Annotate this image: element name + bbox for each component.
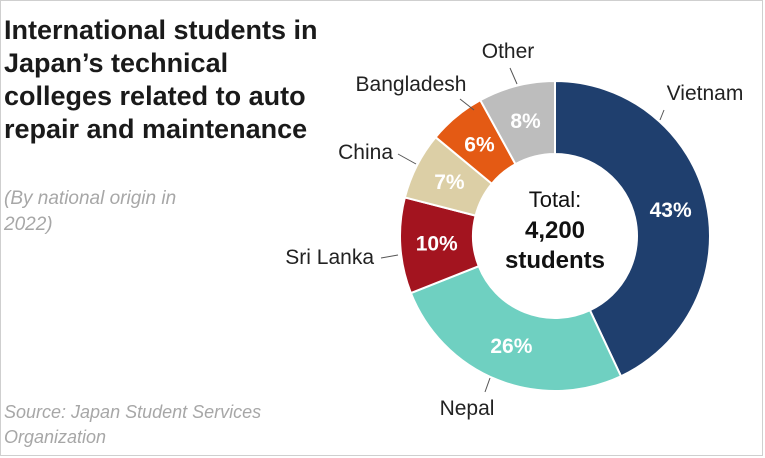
center-label-line-1: Total: [529,187,582,212]
slice-value-nepal: 26% [490,335,532,358]
slice-label-other: Other [482,40,535,63]
leader-line-nepal [484,377,491,393]
leader-line-bangladesh [459,98,475,111]
slice-label-china: China [338,141,393,164]
slice-value-vietnam: 43% [650,199,692,222]
slice-value-other: 8% [510,110,541,133]
chart-title: International students in Japan’s techni… [4,15,318,144]
center-label-line-3: students [505,247,605,274]
slice-other [478,79,556,166]
center-label-line-2: 4,200 [525,217,585,244]
chart-subtitle: (By national origin in 2022) [4,188,177,235]
slice-label-sri-lanka: Sri Lanka [285,246,374,269]
slice-value-china: 7% [434,171,465,194]
slice-value-bangladesh: 6% [464,134,495,157]
leader-line-china [397,153,417,165]
leader-line-other [509,67,518,85]
slice-value-sri-lanka: 10% [416,232,458,255]
slice-label-vietnam: Vietnam [667,82,744,105]
chart-source: Source: Japan Student Services Organizat… [4,402,262,447]
leader-line-vietnam [659,109,665,121]
slice-vietnam [554,79,711,378]
slice-label-nepal: Nepal [440,397,495,420]
leader-line-sri-lanka [380,254,399,259]
slice-nepal [409,264,623,392]
slice-label-bangladesh: Bangladesh [356,73,467,96]
